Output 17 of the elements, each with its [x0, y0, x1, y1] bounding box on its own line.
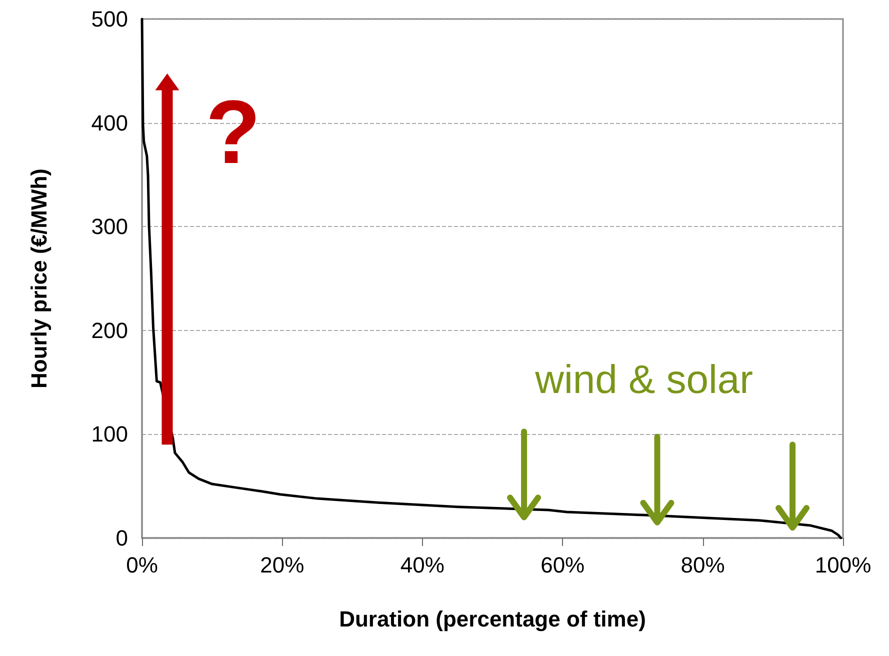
y-tick-label: 500: [91, 6, 128, 32]
y-tick-label: 400: [91, 110, 128, 136]
x-tick-label: 20%: [260, 552, 304, 578]
x-tick-label: 60%: [540, 552, 585, 578]
x-tick-label: 80%: [680, 552, 725, 578]
x-tick-label: 40%: [400, 552, 444, 578]
y-tick-label: 100: [91, 422, 128, 447]
annotation: ?: [206, 83, 261, 184]
y-tick-label: 0: [116, 526, 128, 550]
x-tick-label: 100%: [814, 552, 872, 578]
y-tick-label: 200: [91, 318, 128, 343]
annotation: wind & solar: [535, 358, 753, 402]
y-axis-title: Hourly price (€/MWh): [26, 168, 52, 389]
x-tick-label: 0%: [126, 552, 158, 578]
line-series: [140, 18, 842, 540]
x-axis-title: Duration (percentage of time): [339, 606, 646, 632]
y-tick-label: 300: [91, 214, 128, 240]
